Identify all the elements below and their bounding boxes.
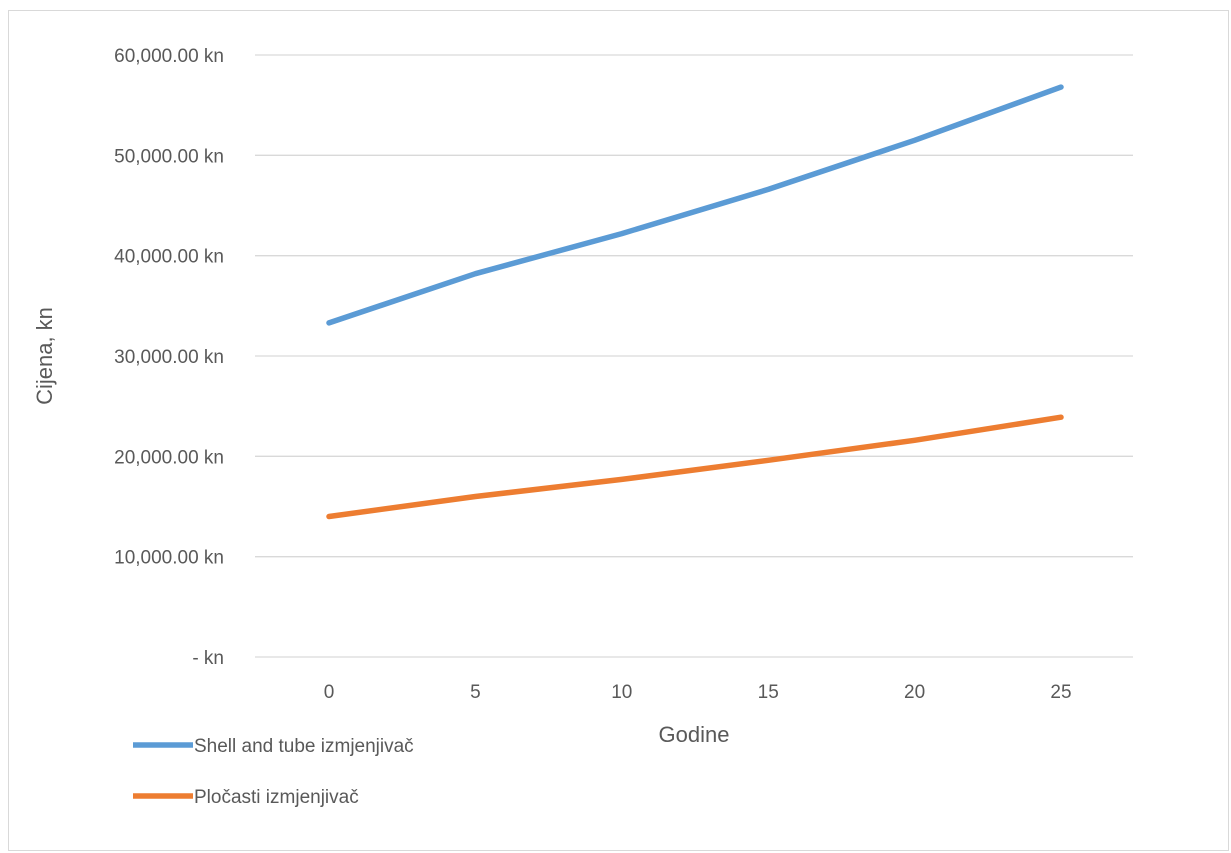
x-tick-label: 15	[758, 682, 779, 703]
y-axis-title: Cijena, kn	[32, 307, 57, 405]
x-axis-title: Godine	[659, 722, 730, 747]
chart-frame	[8, 10, 1229, 851]
series-lines	[326, 84, 1064, 520]
x-tick-label: 0	[324, 682, 335, 703]
legend-label: Pločasti izmjenjivač	[194, 787, 359, 808]
y-tick-label: - kn	[192, 648, 224, 669]
series-line-2	[326, 414, 1064, 520]
legend-label: Shell and tube izmjenjivač	[194, 736, 414, 757]
y-tick-label: 10,000.00 kn	[114, 548, 224, 569]
x-tick-label: 20	[904, 682, 925, 703]
y-axis-tick-labels: - kn 10,000.00 kn 20,000.00 kn 30,000.00 kn…	[114, 46, 224, 669]
gridlines	[255, 54, 1133, 658]
y-tick-label: 20,000.00 kn	[114, 447, 224, 468]
y-tick-label: 40,000.00 kn	[114, 247, 224, 268]
x-tick-label: 25	[1050, 682, 1071, 703]
x-axis-tick-labels: 0 5 10 15 20 25	[324, 682, 1072, 703]
x-tick-label: 5	[470, 682, 481, 703]
y-tick-label: 60,000.00 kn	[114, 46, 224, 67]
series-line-1	[326, 84, 1064, 326]
x-tick-label: 10	[611, 682, 632, 703]
legend: Shell and tube izmjenjivač Pločasti izmje…	[133, 736, 414, 808]
y-tick-label: 30,000.00 kn	[114, 347, 224, 368]
y-tick-label: 50,000.00 kn	[114, 146, 224, 167]
